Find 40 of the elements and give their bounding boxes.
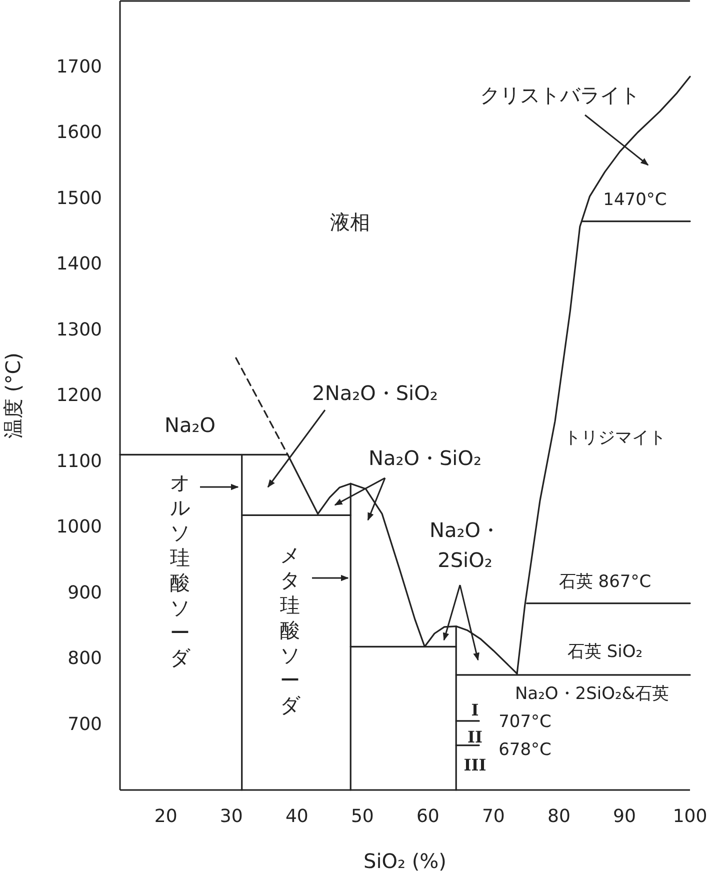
annotation: 678°C (498, 740, 552, 760)
annotation: トリジマイト (564, 428, 666, 448)
annotation: 石英 SiO₂ (567, 642, 643, 662)
annotation: クリストバライト (480, 83, 640, 107)
annotation: オルソ珪酸ソーダ (170, 470, 191, 670)
y-tick-label: 1300 (56, 319, 102, 340)
y-tick-label: 1700 (56, 56, 102, 78)
annotation: 1470°C (603, 190, 667, 210)
annotation: I (471, 700, 479, 720)
y-tick-label: 1500 (56, 188, 102, 209)
y-axis-title: 温度 (°C) (1, 352, 25, 438)
x-tick-label: 20 (154, 806, 178, 827)
annotation: Na₂O・2SiO₂&石英 (514, 684, 670, 704)
annotation: 液相 (330, 210, 370, 234)
annotation: メタ珪酸ソーダ (280, 543, 301, 717)
y-tick-label: 1100 (56, 450, 102, 472)
x-tick-label: 50 (350, 806, 374, 827)
x-tick-label: 60 (416, 806, 440, 827)
x-tick-label: 100 (672, 806, 708, 827)
x-tick-label: 70 (482, 806, 505, 827)
x-tick-label: 30 (220, 806, 243, 827)
annotation: Na₂O (164, 413, 216, 437)
annotation: 707°C (498, 712, 552, 732)
x-tick-label: 90 (613, 806, 636, 827)
y-tick-label: 900 (68, 582, 102, 604)
y-tick-label: 1200 (56, 385, 102, 406)
annotation: 2Na₂O・SiO₂ (312, 381, 438, 405)
annotation: III (464, 756, 486, 774)
y-tick-label: 800 (68, 648, 102, 669)
y-tick-label: 700 (68, 714, 102, 735)
y-tick-label: 1400 (56, 254, 102, 274)
x-axis-title: SiO₂ (%) (364, 849, 446, 873)
x-tick-label: 40 (285, 806, 308, 827)
annotation: Na₂O・SiO₂ (368, 446, 482, 470)
x-tick-label: 80 (548, 806, 570, 827)
y-tick-label: 1600 (56, 122, 102, 143)
annotation: II (468, 728, 482, 746)
y-tick-label: 1000 (56, 516, 102, 538)
annotation: Na₂O・ 2SiO₂ (430, 518, 500, 572)
annotation: 石英 867°C (558, 572, 652, 592)
